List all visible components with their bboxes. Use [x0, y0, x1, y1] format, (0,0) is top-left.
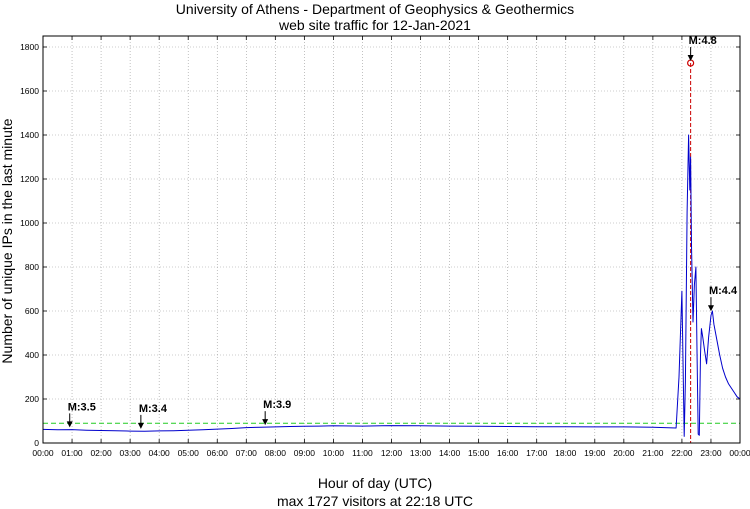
x-tick-label: 13:00: [410, 448, 432, 458]
x-tick-label: 16:00: [497, 448, 519, 458]
x-tick-label: 12:00: [381, 448, 403, 458]
event-annotation: M:3.4: [137, 403, 168, 429]
annotation-arrow-head: [262, 419, 269, 426]
x-tick-label: 08:00: [265, 448, 287, 458]
x-axis-label: Hour of day (UTC): [317, 475, 433, 491]
annotation-label: M:4.8: [689, 35, 717, 47]
y-tick-label: 800: [25, 262, 39, 272]
x-tick-label: 01:00: [61, 448, 83, 458]
x-tick-label: 10:00: [323, 448, 345, 458]
y-tick-label: 600: [25, 306, 39, 316]
x-tick-label: 09:00: [294, 448, 316, 458]
x-tick-label: 05:00: [178, 448, 200, 458]
x-tick-label: 03:00: [119, 448, 141, 458]
annotation-arrow-head: [707, 305, 714, 312]
y-tick-label: 1000: [20, 218, 39, 228]
plot-frame: [42, 35, 741, 444]
annotation-label: M:3.4: [139, 403, 168, 415]
x-tick-label: 06:00: [207, 448, 229, 458]
x-tick-label: 04:00: [149, 448, 171, 458]
x-tick-label: 20:00: [613, 448, 635, 458]
event-annotation: M:4.8: [687, 35, 717, 62]
chart-subtitle: web site traffic for 12-Jan-2021: [279, 17, 471, 33]
x-tick-label: 19:00: [584, 448, 606, 458]
annotation-label: M:3.9: [263, 399, 291, 411]
annotation-label: M:4.4: [709, 285, 738, 297]
annotation-arrow-head: [687, 55, 694, 62]
y-tick-label: 1800: [20, 42, 39, 52]
max-visitors-note: max 1727 visitors at 22:18 UTC: [276, 493, 474, 509]
x-tick-label: 23:00: [700, 448, 722, 458]
x-tick-label: 14:00: [439, 448, 461, 458]
y-tick-label: 1600: [20, 86, 39, 96]
y-tick-label: 200: [25, 394, 39, 404]
event-annotation: M:4.4: [707, 285, 738, 312]
x-tick-label: 02:00: [90, 448, 112, 458]
y-tick-label: 0: [34, 438, 39, 448]
event-annotation: M:3.9: [262, 399, 291, 426]
y-axis-label: Number of unique IPs in the last minute: [0, 118, 15, 364]
x-tick-label: 18:00: [555, 448, 577, 458]
annotation-label: M:3.5: [68, 401, 96, 413]
x-tick-label: 17:00: [526, 448, 548, 458]
x-tick-label: 22:00: [671, 448, 693, 458]
y-tick-label: 1400: [20, 130, 39, 140]
x-tick-label: 00:00: [32, 448, 54, 458]
y-tick-label: 1200: [20, 174, 39, 184]
y-tick-label: 400: [25, 350, 39, 360]
annotation-arrow-head: [137, 422, 144, 429]
x-tick-label: 11:00: [352, 448, 373, 458]
x-tick-label: 07:00: [236, 448, 258, 458]
x-tick-label: 00:00: [729, 448, 750, 458]
event-annotation: M:3.5: [66, 401, 96, 428]
annotation-arrow-head: [66, 421, 73, 428]
x-tick-label: 21:00: [642, 448, 664, 458]
x-tick-label: 15:00: [468, 448, 490, 458]
traffic-series-line: [42, 134, 741, 437]
chart-title: University of Athens - Department of Geo…: [175, 1, 575, 17]
